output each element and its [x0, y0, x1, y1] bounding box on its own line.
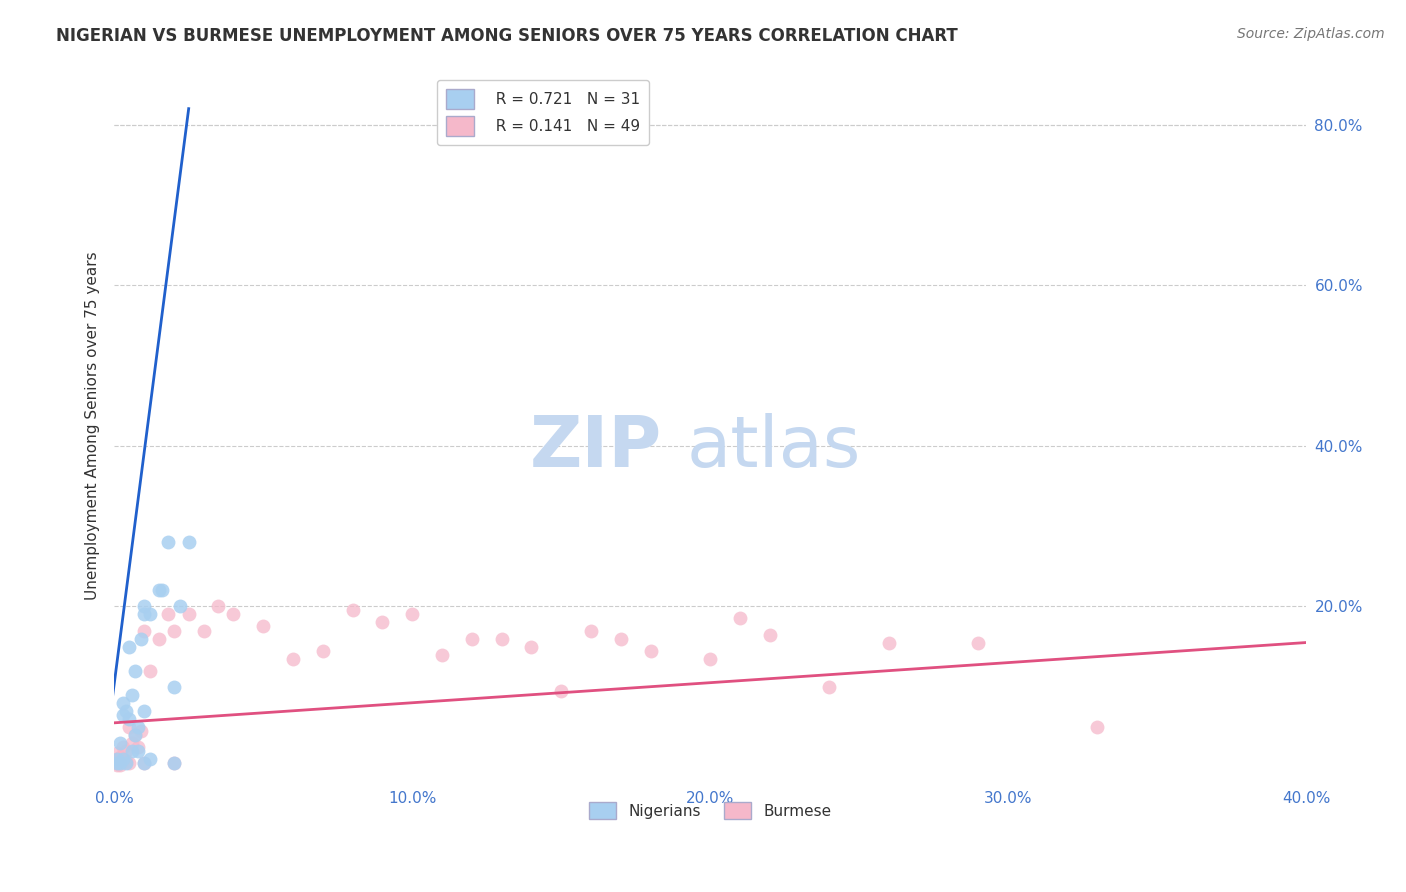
Point [118, 712, 141, 726]
Point [132, 756, 155, 770]
Point [139, 752, 162, 766]
Point [177, 607, 200, 622]
Point [132, 756, 155, 770]
Point [156, 535, 179, 549]
Point [640, 643, 662, 657]
Point [967, 635, 990, 649]
Point [169, 599, 191, 614]
Point [127, 720, 149, 734]
Point [118, 720, 141, 734]
Point [150, 583, 173, 598]
Point [112, 707, 135, 722]
Point [193, 624, 215, 638]
Point [118, 756, 141, 770]
Point [139, 607, 162, 622]
Text: Source: ZipAtlas.com: Source: ZipAtlas.com [1237, 27, 1385, 41]
Point [132, 704, 155, 718]
Point [222, 607, 245, 622]
Point [105, 756, 128, 770]
Point [115, 704, 138, 718]
Point [105, 756, 128, 770]
Point [132, 599, 155, 614]
Y-axis label: Unemployment Among Seniors over 75 years: Unemployment Among Seniors over 75 years [86, 252, 100, 600]
Point [108, 750, 131, 764]
Point [108, 757, 131, 772]
Point [148, 632, 170, 646]
Point [132, 607, 155, 622]
Point [105, 752, 128, 766]
Point [108, 756, 131, 770]
Point [699, 651, 721, 665]
Point [281, 651, 304, 665]
Point [550, 683, 572, 698]
Point [108, 754, 131, 768]
Point [127, 744, 149, 758]
Point [758, 627, 780, 641]
Point [342, 603, 364, 617]
Point [609, 632, 631, 646]
Point [105, 758, 128, 772]
Point [118, 640, 141, 654]
Point [163, 624, 186, 638]
Point [112, 752, 135, 766]
Point [112, 739, 135, 754]
Point [148, 583, 170, 598]
Point [156, 607, 179, 622]
Point [124, 728, 146, 742]
Point [112, 696, 135, 710]
Legend: Nigerians, Burmese: Nigerians, Burmese [582, 796, 838, 825]
Point [127, 739, 149, 754]
Point [115, 744, 138, 758]
Point [105, 746, 128, 760]
Point [491, 632, 513, 646]
Point [1087, 720, 1109, 734]
Point [177, 535, 200, 549]
Point [121, 688, 143, 702]
Point [129, 723, 152, 738]
Point [108, 736, 131, 750]
Point [112, 752, 135, 766]
Point [461, 632, 484, 646]
Point [124, 728, 146, 742]
Point [818, 680, 841, 694]
Point [430, 648, 453, 662]
Point [124, 664, 146, 678]
Text: NIGERIAN VS BURMESE UNEMPLOYMENT AMONG SENIORS OVER 75 YEARS CORRELATION CHART: NIGERIAN VS BURMESE UNEMPLOYMENT AMONG S… [56, 27, 957, 45]
Point [252, 619, 274, 633]
Text: ZIP: ZIP [530, 413, 662, 482]
Point [371, 615, 394, 630]
Point [312, 643, 335, 657]
Point [163, 756, 186, 770]
Point [520, 640, 543, 654]
Point [129, 632, 152, 646]
Point [115, 754, 138, 768]
Point [132, 624, 155, 638]
Point [163, 680, 186, 694]
Point [877, 635, 900, 649]
Point [207, 599, 229, 614]
Point [121, 736, 143, 750]
Point [728, 611, 751, 625]
Point [139, 664, 162, 678]
Point [121, 744, 143, 758]
Point [105, 752, 128, 766]
Point [579, 624, 602, 638]
Text: atlas: atlas [686, 413, 860, 482]
Point [163, 756, 186, 770]
Point [401, 607, 423, 622]
Point [115, 756, 138, 770]
